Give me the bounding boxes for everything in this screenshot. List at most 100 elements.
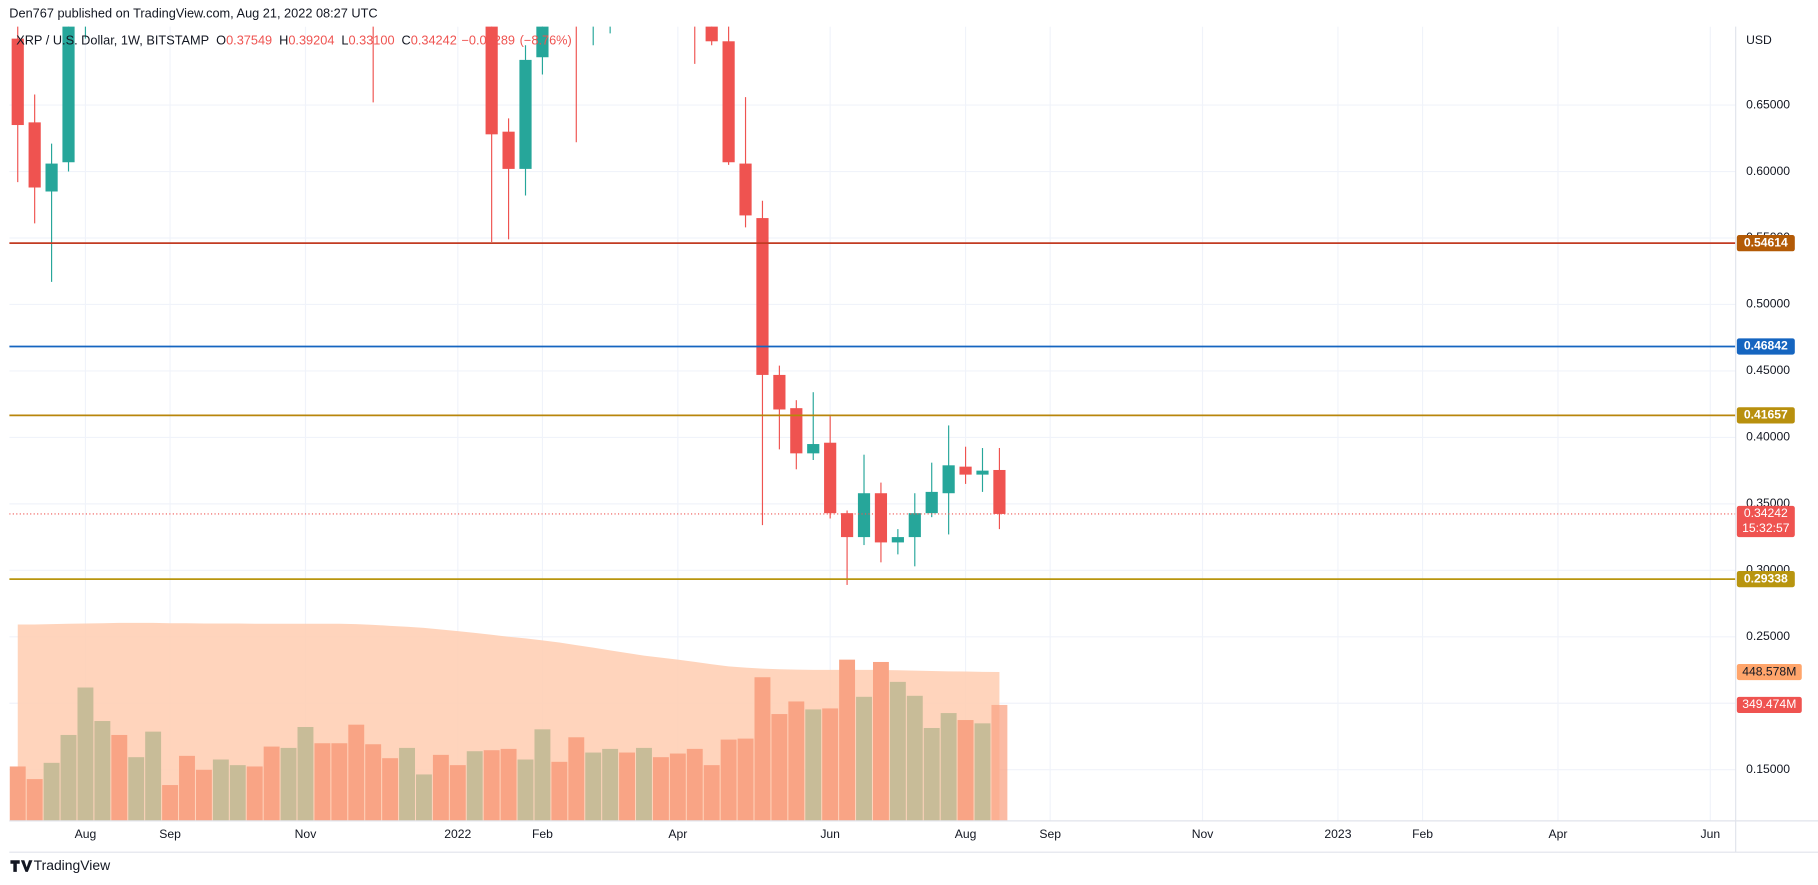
candle-body: [790, 408, 803, 454]
volume-ma-label-bg: [1736, 663, 1802, 681]
candle-body: [840, 513, 854, 538]
candle-body: [502, 131, 515, 169]
volume-bar: [365, 744, 382, 821]
volume-bar: [483, 750, 500, 821]
legend-change: −0.03289: [461, 33, 515, 48]
level-label-bg: [1736, 571, 1795, 588]
legend-letter: O: [216, 33, 226, 48]
x-tick-label: Nov: [1192, 827, 1215, 841]
candle-body: [807, 444, 820, 454]
volume-bar: [466, 751, 483, 821]
y-tick-label: 0.15000: [1746, 762, 1790, 776]
candle-body: [925, 491, 938, 514]
candle-body: [976, 470, 989, 475]
candle-body: [942, 465, 955, 494]
candle-body: [519, 59, 532, 169]
volume-bar: [246, 766, 263, 821]
candle-body: [891, 537, 904, 543]
candle-body: [28, 122, 41, 188]
volume-bar: [568, 737, 585, 821]
plot-layer: 0.150000.200000.250000.300000.350000.400…: [9, 0, 1790, 841]
legend-letter: C: [402, 33, 411, 48]
y-tick-label: 0.50000: [1746, 297, 1790, 311]
volume-label-bg: [1736, 696, 1802, 714]
volume-bar: [43, 762, 60, 821]
candle-body: [536, 26, 549, 58]
candle-body: [874, 493, 888, 543]
volume-bar: [60, 734, 77, 821]
volume-label: 349.474M: [1742, 697, 1796, 711]
volume-bar: [788, 701, 805, 821]
candle-body: [857, 493, 871, 538]
volume-bar: [195, 769, 212, 821]
currency: USD: [1746, 33, 1772, 47]
legend-letter: L: [341, 33, 348, 48]
volume-bar: [382, 758, 399, 821]
volume-bar: [94, 721, 111, 821]
x-tick-label: Aug: [75, 827, 97, 841]
volume-bar: [128, 757, 145, 821]
volume-bar: [940, 713, 957, 821]
volume-bar: [263, 746, 280, 821]
volume-bar: [923, 727, 940, 821]
candle-body: [705, 26, 718, 42]
x-tick-label: Apr: [1549, 827, 1568, 841]
volume-bar: [822, 708, 839, 821]
volume-bar: [280, 747, 297, 821]
volume-ma-area: [17, 622, 1000, 821]
legend-letter: H: [279, 33, 288, 48]
y-tick-label: 0.60000: [1746, 164, 1790, 178]
volume-bar: [331, 743, 348, 821]
price-label-bg: [1736, 505, 1795, 538]
volume-bar: [415, 774, 432, 821]
candle-body: [689, 0, 701, 12]
volume-bar: [856, 696, 872, 821]
candle-body: [756, 218, 769, 375]
candle-body: [739, 163, 752, 216]
volume-ma-label: 448.578M: [1742, 664, 1796, 678]
volume-bar: [212, 759, 229, 821]
x-tick-label: Nov: [295, 827, 318, 841]
x-tick-label: Sep: [159, 827, 181, 841]
legend-change-pct: (−8.76%): [520, 33, 572, 48]
volume-bar: [348, 724, 365, 821]
volume-bar: [229, 765, 246, 821]
volume-bar: [449, 765, 466, 821]
legend-value: 0.33100: [348, 33, 394, 48]
volume-bar: [619, 752, 636, 821]
volume-bar: [652, 757, 669, 821]
x-tick-label: Feb: [532, 827, 553, 841]
volume-bar: [839, 659, 856, 821]
volume-bar: [889, 681, 906, 821]
volume-bar: [585, 752, 602, 821]
candle-body: [824, 442, 837, 514]
x-tick-label: 2023: [1324, 827, 1351, 841]
x-tick-label: Sep: [1039, 827, 1061, 841]
volume-bar: [111, 734, 128, 821]
volume-bar: [26, 779, 43, 821]
published-note: Den767 published on TradingView.com, Aug…: [9, 5, 377, 20]
volume-bar: [162, 785, 179, 821]
volume-bar: [551, 761, 568, 821]
brand-logo: [10, 860, 33, 872]
volume-bar: [145, 731, 162, 821]
y-tick-label: 0.65000: [1746, 97, 1790, 111]
level-label-bg: [1736, 407, 1795, 424]
volume-bar: [805, 709, 822, 821]
x-tick-label: 2022: [444, 827, 471, 841]
level-label-bg: [1736, 235, 1795, 252]
volume-bar: [500, 748, 517, 821]
volume-bar: [297, 726, 314, 821]
y-tick-label: 0.25000: [1746, 629, 1790, 643]
y-tick-label: 0.40000: [1746, 430, 1790, 444]
level-label: 0.41657: [1744, 408, 1788, 422]
level-label: 0.46842: [1744, 339, 1788, 353]
y-tick-label: 0.45000: [1746, 363, 1790, 377]
level-label: 0.29338: [1744, 571, 1788, 585]
volume-bar: [872, 661, 889, 821]
volume-bar: [517, 759, 534, 821]
plot: [9, 0, 1736, 821]
volume-bar: [957, 720, 974, 821]
volume-bar: [314, 743, 331, 821]
legend: XRP / U.S. Dollar, 1W, BITSTAMP O0.37549 H…: [16, 33, 572, 48]
